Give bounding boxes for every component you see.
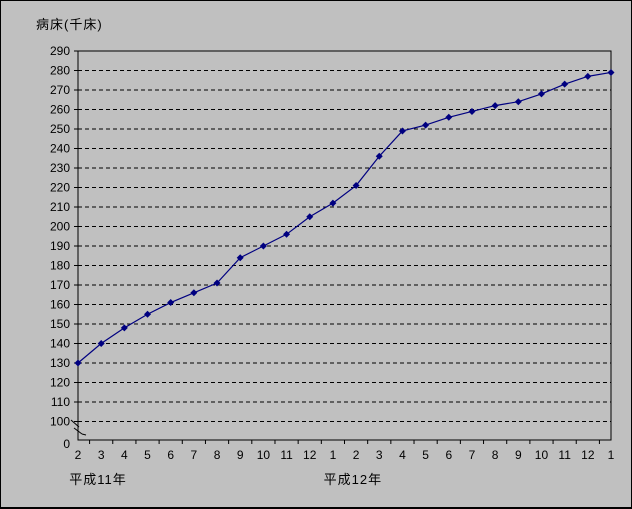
y-tick-label: 180 xyxy=(50,259,70,273)
x-tick-label: 6 xyxy=(445,448,452,462)
data-point-marker xyxy=(236,254,244,262)
y-tick-label: 270 xyxy=(50,83,70,97)
x-tick-label: 12 xyxy=(581,448,595,462)
x-tick-label: 5 xyxy=(144,448,151,462)
y-axis: 290 280 270 260 250 240 230 220 210 200 190 180 170 1… xyxy=(50,44,78,451)
y-tick-label: 210 xyxy=(50,200,70,214)
data-point-marker xyxy=(375,152,383,160)
axis-break-symbol xyxy=(70,419,87,436)
data-point-marker xyxy=(167,299,175,307)
data-point-marker xyxy=(120,324,128,332)
x-tick-label: 11 xyxy=(558,448,571,462)
x-tick-label: 5 xyxy=(422,448,429,462)
data-point-marker xyxy=(97,340,105,347)
data-point-marker xyxy=(352,182,360,190)
y-tick-label: 290 xyxy=(50,44,70,58)
data-point-marker xyxy=(537,90,545,98)
x-axis-year-label: 平成11年 xyxy=(69,472,127,487)
x-axis-year-label: 平成12年 xyxy=(324,472,382,487)
x-tick-label: 2 xyxy=(75,448,82,462)
y-tick-label: 190 xyxy=(50,239,70,253)
y-tick-label: 130 xyxy=(50,356,70,370)
x-tick-label: 4 xyxy=(121,448,128,462)
data-point-marker xyxy=(144,310,152,318)
y-tick-label: 150 xyxy=(50,317,70,331)
series-line xyxy=(77,71,612,364)
break-stroke xyxy=(73,427,83,435)
x-tick-label: 8 xyxy=(214,448,221,462)
y-tick-label: 230 xyxy=(50,161,70,175)
x-tick-label: 9 xyxy=(515,448,522,462)
series-markers xyxy=(74,68,615,367)
x-tick-label: 3 xyxy=(98,448,105,462)
data-point-marker xyxy=(306,213,314,221)
x-tick-label: 9 xyxy=(237,448,244,462)
data-point-marker xyxy=(398,127,406,135)
y-tick-label: 140 xyxy=(50,337,70,351)
x-tick-label: 2 xyxy=(353,448,360,462)
y-tick-label: 260 xyxy=(50,103,70,117)
y-tick-label: 170 xyxy=(50,278,70,292)
data-point-marker xyxy=(491,102,499,110)
y-tick-label: 100 xyxy=(50,415,70,429)
data-point-marker xyxy=(561,80,569,88)
y-tick-label: 240 xyxy=(50,142,70,156)
x-tick-label: 7 xyxy=(191,448,198,462)
y-tick-label: 120 xyxy=(50,376,70,390)
gridlines xyxy=(78,70,611,422)
y-tick-label: 220 xyxy=(50,181,70,195)
data-point-marker xyxy=(329,199,337,207)
data-point-marker xyxy=(259,242,267,250)
x-tick-label: 8 xyxy=(492,448,499,462)
break-stroke xyxy=(70,419,80,428)
y-tick-label: 200 xyxy=(50,220,70,234)
data-point-marker xyxy=(422,121,430,129)
data-point-marker xyxy=(514,98,522,106)
x-tick-label: 3 xyxy=(376,448,383,462)
y-tick-label: 160 xyxy=(50,298,70,312)
y-baseline-label: 0 xyxy=(63,437,70,451)
x-tick-label: 7 xyxy=(469,448,476,462)
x-tick-label: 6 xyxy=(167,448,174,462)
x-tick-label: 11 xyxy=(280,448,293,462)
break-stroke xyxy=(81,433,87,436)
x-tick-label: 12 xyxy=(303,448,317,462)
x-tick-label: 4 xyxy=(399,448,406,462)
data-point-marker xyxy=(283,230,291,238)
x-tick-label: 10 xyxy=(535,448,549,462)
data-point-marker xyxy=(445,113,453,121)
x-tick-label: 10 xyxy=(257,448,271,462)
data-point-marker xyxy=(468,107,476,115)
x-tick-label: 1 xyxy=(608,448,615,462)
x-tick-label: 1 xyxy=(330,448,337,462)
data-point-marker xyxy=(190,289,198,297)
data-point-marker xyxy=(584,72,592,80)
y-tick-label: 280 xyxy=(50,64,70,78)
y-tick-label: 110 xyxy=(51,395,70,409)
data-point-marker xyxy=(74,359,82,367)
data-point-marker xyxy=(213,279,221,287)
y-tick-label: 250 xyxy=(50,122,70,136)
data-point-marker xyxy=(607,68,615,76)
y-axis-title: 病床(千床) xyxy=(36,17,103,32)
